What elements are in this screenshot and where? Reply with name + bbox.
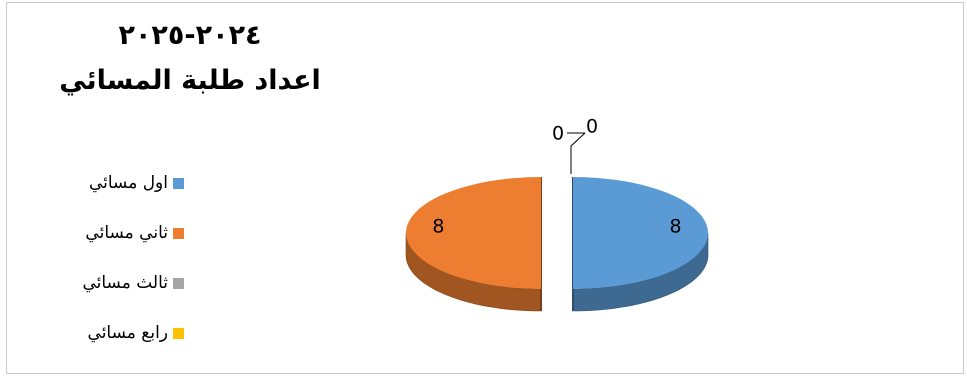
data-label-zero: 0 (552, 123, 564, 145)
legend: اول مسائي ثاني مسائي ثالث مسائي رابع مسا… (24, 158, 184, 358)
legend-swatch (173, 277, 184, 289)
chart-title: ٢٠٢٤-٢٠٢٥ اعداد طلبة المسائي (40, 14, 340, 104)
legend-label: ثالث مسائي (82, 273, 168, 293)
pie-slice-top (573, 177, 708, 289)
legend-item-fourth: رابع مسائي (24, 308, 184, 358)
legend-label: رابع مسائي (87, 323, 168, 343)
data-label-zero: 0 (586, 116, 598, 138)
legend-item-second: ثاني مسائي (24, 208, 184, 258)
legend-swatch (173, 177, 184, 189)
chart-title-text: اعداد طلبة المسائي (59, 65, 321, 96)
pie-slice-top (406, 177, 541, 289)
data-label: 8 (432, 216, 444, 238)
legend-item-first: اول مسائي (24, 158, 184, 208)
data-label: 8 (670, 216, 682, 238)
leader-line (570, 132, 586, 174)
legend-swatch (173, 327, 184, 339)
legend-item-third: ثالث مسائي (24, 258, 184, 308)
legend-label: ثاني مسائي (85, 223, 168, 243)
chart-title-year: ٢٠٢٤-٢٠٢٥ (118, 20, 262, 51)
legend-label: اول مسائي (88, 173, 168, 193)
legend-swatch (173, 227, 184, 239)
